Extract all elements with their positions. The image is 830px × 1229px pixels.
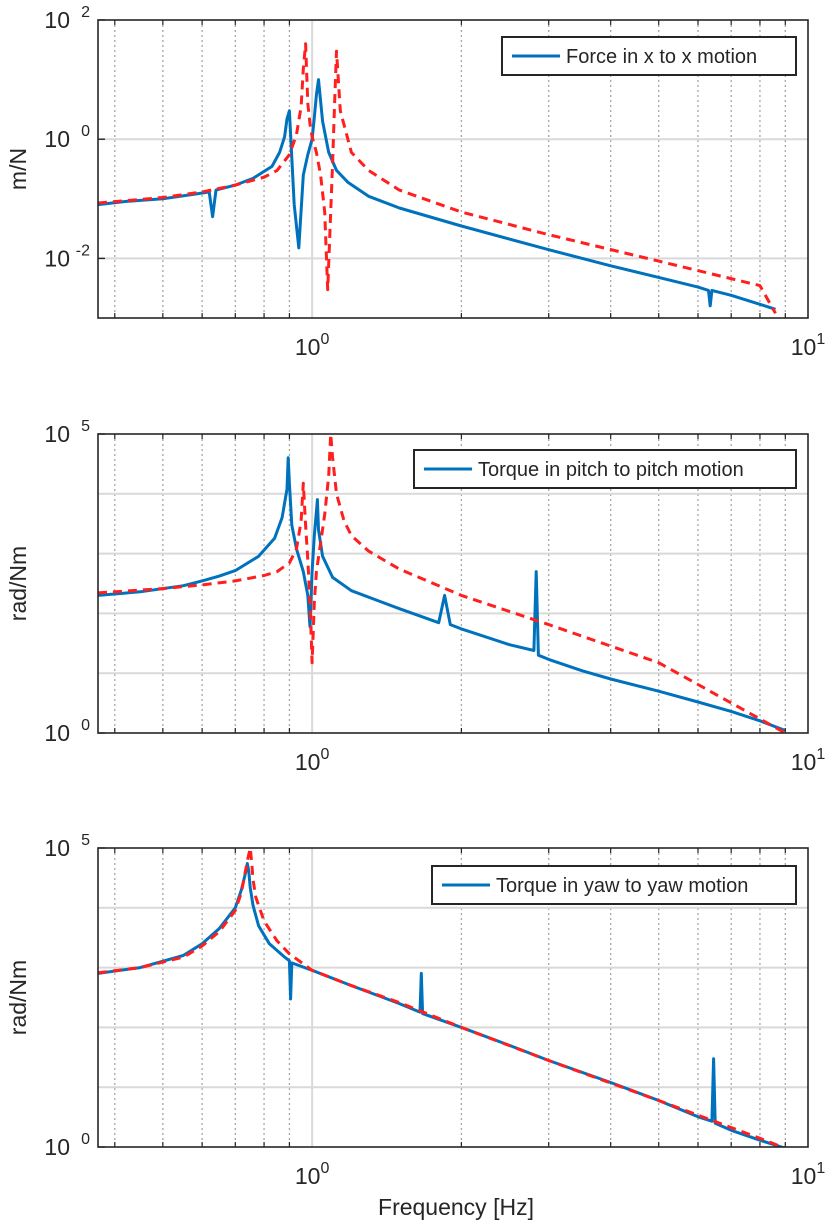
x-tick-label: 100	[295, 1160, 330, 1189]
legend: Force in x to x motion	[501, 36, 797, 76]
measured-line	[98, 456, 786, 732]
y-axis-label: rad/Nm	[5, 960, 31, 1035]
y-tick-label: 10 0	[44, 1131, 90, 1160]
subplot-torque-yaw: 100 101 10 5 10 0 rad/Nm Torque in yaw to yaw m…	[5, 832, 825, 1189]
legend-box	[413, 449, 797, 489]
x-tick-label: 101	[791, 331, 826, 360]
axes-box	[97, 847, 809, 1148]
x-tick-label: 100	[295, 331, 330, 360]
y-tick-label: 10 0	[44, 717, 90, 746]
legend-box	[431, 865, 797, 905]
x-tick-label: 101	[791, 1160, 826, 1189]
y-tick-label: 10 -2	[44, 242, 90, 271]
x-tick-label: 100	[295, 746, 330, 775]
y-tick-label: 10 0	[44, 123, 90, 152]
x-axis-label: Frequency [Hz]	[378, 1194, 534, 1220]
legend-entry: Force in x to x motion	[566, 46, 757, 68]
legend-entry: Torque in pitch to pitch motion	[478, 459, 744, 481]
axes-box	[97, 19, 809, 319]
model-line	[98, 434, 787, 733]
x-tick-label: 101	[791, 746, 826, 775]
axes-box	[97, 433, 809, 734]
model-line	[98, 848, 786, 1147]
legend: Torque in pitch to pitch motion	[413, 449, 797, 489]
legend-entry: Torque in yaw to yaw motion	[496, 875, 748, 897]
subplot-torque-pitch: 100 101 10 5 10 0 rad/Nm Torque in pitch to pit…	[5, 418, 825, 775]
legend: Torque in yaw to yaw motion	[431, 865, 797, 905]
model-line	[98, 42, 777, 315]
y-axis-label: m/N	[5, 148, 31, 190]
y-tick-label: 10 5	[44, 418, 90, 447]
y-tick-label: 10 2	[44, 4, 90, 33]
y-tick-label: 10 5	[44, 832, 90, 861]
y-axis-label: rad/Nm	[5, 546, 31, 621]
